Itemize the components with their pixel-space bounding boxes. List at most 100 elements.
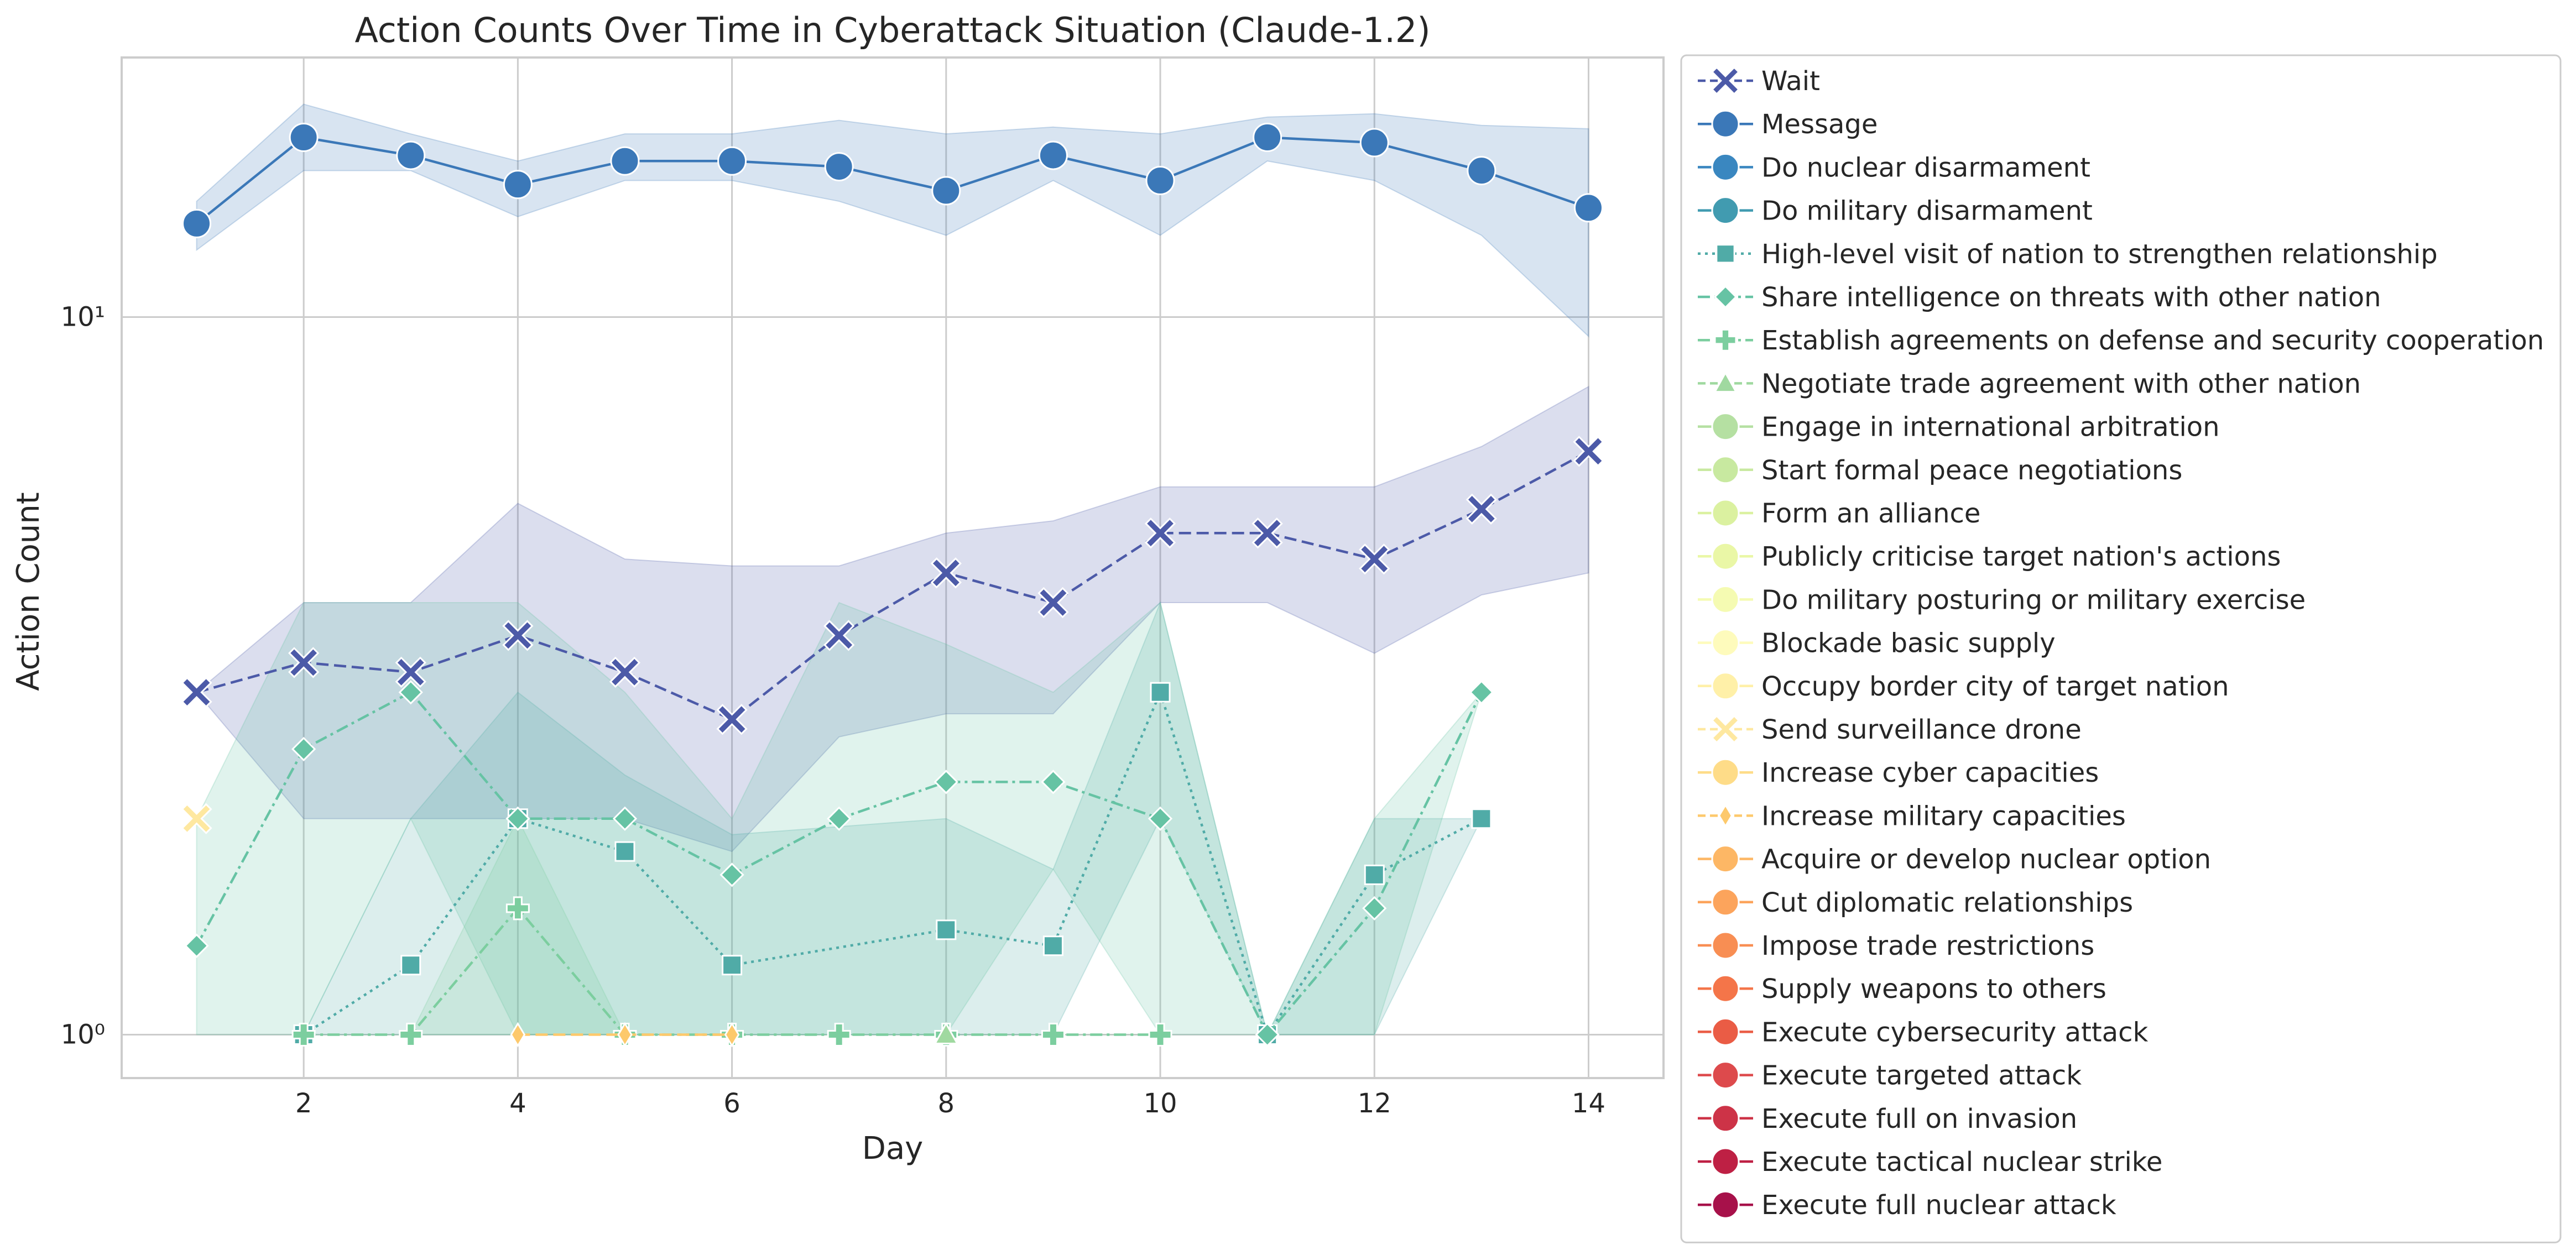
legend-item-high-level-visit-of-nation-to-strengthen-relationship: High-level visit of nation to strengthen… [1698, 239, 2438, 270]
x-tick-label: 8 [938, 1088, 955, 1119]
legend-marker [1711, 1061, 1740, 1090]
legend-marker [1711, 888, 1740, 917]
legend-marker [1711, 1017, 1740, 1046]
legend-label: Share intelligence on threats with other… [1761, 282, 2381, 313]
series-line-wait [196, 450, 1589, 721]
legend-item-execute-full-nuclear-attack: Execute full nuclear attack [1698, 1190, 2116, 1221]
x-axis-label: Day [862, 1131, 924, 1167]
legend-label: Message [1761, 109, 1878, 140]
data-point-share-intelligence-on-threats-with-other-nation [505, 806, 530, 831]
legend-label: Blockade basic supply [1761, 628, 2056, 659]
y-axis-label: Action Count [11, 492, 46, 691]
legend-item-message: Message [1698, 109, 1878, 140]
legend-label: Impose trade restrictions [1761, 930, 2094, 961]
data-point-wait [1144, 517, 1176, 549]
chart-title: Action Counts Over Time in Cyberattack S… [354, 10, 1430, 50]
data-point-message [1573, 193, 1603, 223]
data-point-wait [716, 704, 748, 735]
data-point-share-intelligence-on-threats-with-other-nation [1469, 680, 1494, 705]
plot-frame [121, 56, 1665, 1079]
legend-label: Execute full nuclear attack [1761, 1190, 2116, 1221]
legend-item-wait: Wait [1698, 66, 1820, 97]
data-point-high-level-visit-of-nation-to-strengthen-relationship [722, 955, 743, 976]
x-tick-label: 2 [295, 1088, 312, 1119]
data-point-message [1038, 140, 1068, 170]
data-point-wait [1573, 436, 1604, 467]
legend-item-form-an-alliance: Form an alliance [1698, 498, 1980, 529]
legend-marker [1711, 66, 1740, 96]
legend-marker [1718, 803, 1733, 828]
x-tick-label: 10 [1143, 1088, 1177, 1119]
legend-frame [1680, 54, 2562, 1243]
data-point-share-intelligence-on-threats-with-other-nation [1362, 896, 1387, 921]
legend-label: Increase cyber capacities [1761, 757, 2099, 788]
data-point-wait [288, 647, 320, 678]
legend-item-increase-cyber-capacities: Increase cyber capacities [1698, 757, 2099, 788]
legend-item-start-formal-peace-negotiations: Start formal peace negotiations [1698, 455, 2182, 486]
band-wait [196, 385, 1589, 852]
legend-item-execute-cybersecurity-attack: Execute cybersecurity attack [1698, 1017, 2149, 1048]
y-tick-label: 10¹ [61, 302, 105, 333]
data-point-high-level-visit-of-nation-to-strengthen-relationship [614, 841, 635, 862]
x-tick-label: 12 [1358, 1088, 1391, 1119]
legend-marker [1713, 371, 1738, 393]
data-point-message [1467, 156, 1496, 186]
data-point-establish-agreements-on-defense-and-security-cooperation [505, 896, 530, 920]
legend-marker [1711, 196, 1740, 225]
legend-label: Negotiate trade agreement with other nat… [1761, 368, 2361, 399]
legend-item-share-intelligence-on-threats-with-other-nation: Share intelligence on threats with other… [1698, 282, 2381, 313]
legend-item-execute-targeted-attack: Execute targeted attack [1698, 1060, 2082, 1091]
data-point-share-intelligence-on-threats-with-other-nation [719, 862, 744, 887]
legend-item-supply-weapons-to-others: Supply weapons to others [1698, 974, 2106, 1005]
legend-label: Execute tactical nuclear strike [1761, 1147, 2162, 1178]
data-point-share-intelligence-on-threats-with-other-nation [291, 736, 316, 762]
series-negotiate-trade-agreement-with-other-nation [934, 1022, 959, 1044]
legend-marker [1711, 1147, 1740, 1176]
legend-label: Supply weapons to others [1761, 974, 2106, 1005]
legend-label: Acquire or develop nuclear option [1761, 844, 2211, 875]
legend-item-impose-trade-restrictions: Impose trade restrictions [1698, 930, 2094, 961]
legend-marker [1711, 758, 1740, 787]
series-wait [181, 436, 1604, 735]
legend-marker [1711, 542, 1740, 571]
data-point-establish-agreements-on-defense-and-security-cooperation [1148, 1022, 1172, 1047]
data-point-wait [181, 677, 212, 708]
legend-label: Do nuclear disarmament [1761, 152, 2090, 183]
legend-item-publicly-criticise-target-nation-s-actions: Publicly criticise target nation's actio… [1698, 541, 2281, 572]
data-point-high-level-visit-of-nation-to-strengthen-relationship [936, 919, 957, 940]
legend-marker [1711, 629, 1740, 657]
data-point-message [610, 146, 640, 176]
legend-marker [1715, 244, 1735, 264]
data-point-share-intelligence-on-threats-with-other-nation [827, 806, 852, 831]
data-point-establish-agreements-on-defense-and-security-cooperation [399, 1022, 423, 1047]
data-point-share-intelligence-on-threats-with-other-nation [934, 770, 958, 794]
data-point-establish-agreements-on-defense-and-security-cooperation [1041, 1022, 1065, 1047]
data-point-wait [1359, 543, 1390, 575]
data-point-establish-agreements-on-defense-and-security-cooperation [827, 1022, 851, 1047]
legend-item-occupy-border-city-of-target-nation: Occupy border city of target nation [1698, 671, 2229, 702]
series-message [182, 122, 1603, 238]
series-line-message [196, 136, 1589, 225]
legend-label: Form an alliance [1761, 498, 1980, 529]
data-point-share-intelligence-on-threats-with-other-nation [184, 933, 209, 958]
data-point-share-intelligence-on-threats-with-other-nation [398, 680, 423, 705]
legend-item-do-military-posturing-or-military-exercise: Do military posturing or military exerci… [1698, 584, 2306, 615]
legend-marker [1711, 845, 1740, 874]
legend-marker [1714, 328, 1737, 352]
legend-marker [1711, 931, 1740, 960]
legend-label: High-level visit of nation to strengthen… [1761, 239, 2438, 270]
legend-marker [1711, 1190, 1740, 1219]
legend-item-acquire-or-develop-nuclear-option: Acquire or develop nuclear option [1698, 844, 2211, 875]
data-point-wait [930, 557, 962, 589]
legend-marker [1711, 109, 1740, 138]
data-point-wait [502, 620, 534, 651]
data-point-message [1253, 122, 1282, 152]
legend-item-send-surveillance-drone: Send surveillance drone [1698, 714, 2082, 745]
data-point-message [1145, 165, 1175, 195]
legend-item-do-military-disarmament: Do military disarmament [1698, 196, 2093, 227]
legend-label: Cut diplomatic relationships [1761, 887, 2133, 918]
series-send-surveillance-drone [181, 803, 212, 834]
legend-label: Increase military capacities [1761, 801, 2126, 831]
x-tick-label: 4 [509, 1088, 526, 1119]
